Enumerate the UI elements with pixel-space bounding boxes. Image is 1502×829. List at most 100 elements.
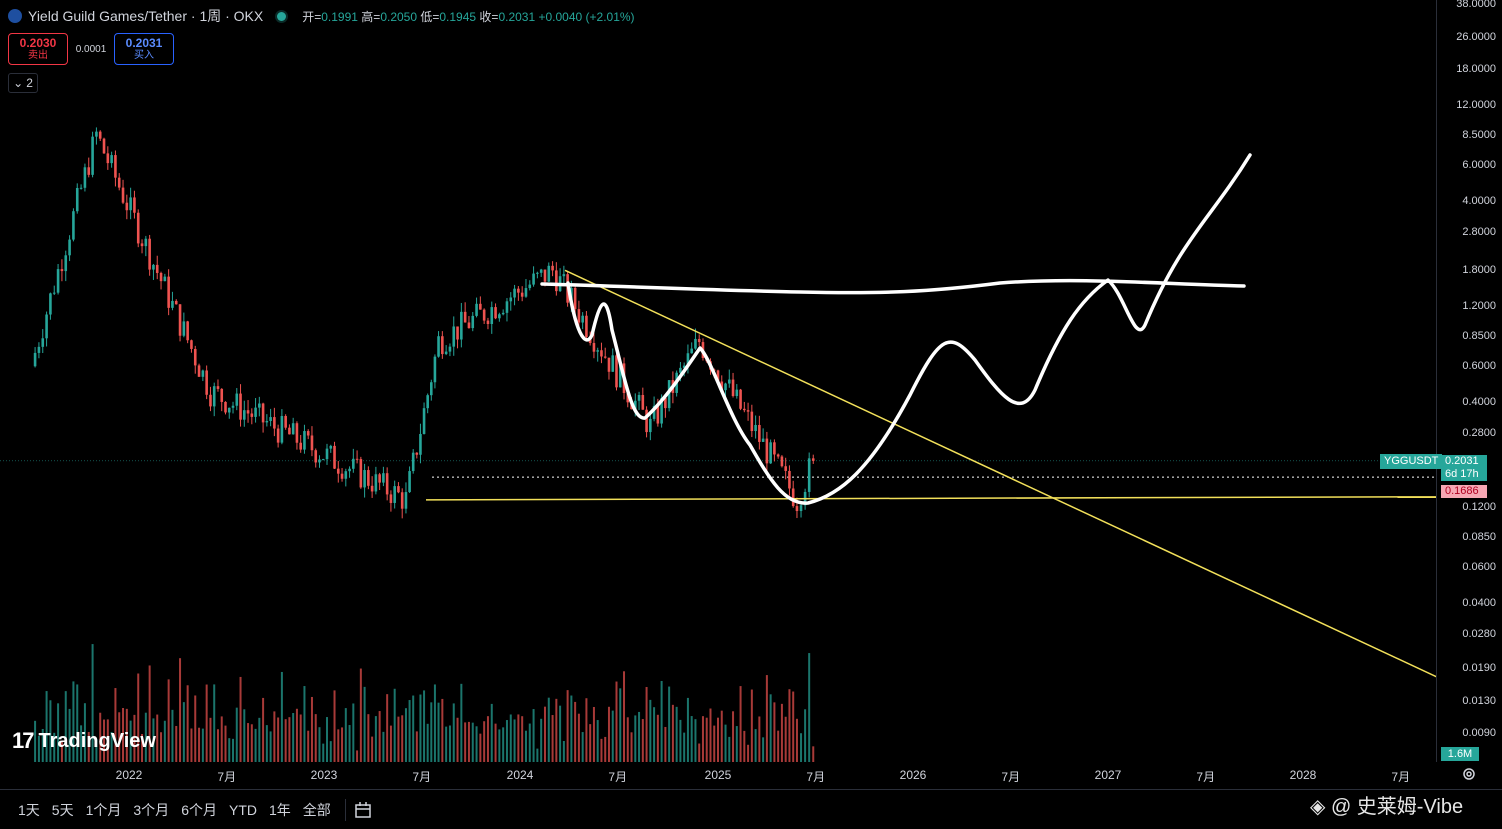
candle-body xyxy=(295,423,299,443)
volume-bar xyxy=(303,686,306,762)
candle-body xyxy=(37,346,41,353)
volume-bar xyxy=(106,719,109,762)
volume-bar xyxy=(239,676,242,762)
price-tick-label: 0.6000 xyxy=(1462,360,1496,373)
volume-bar xyxy=(498,729,501,762)
volume-bar xyxy=(808,653,811,762)
time-axis[interactable]: 2022 7月 2023 7月 2024 7月 2025 7月 2026 7月 2027 7月 2028… xyxy=(0,762,1436,788)
volume-bar xyxy=(190,728,193,762)
volume-bar xyxy=(713,725,716,762)
time-tick-label: 7月 xyxy=(608,770,628,784)
volume-bar xyxy=(247,723,250,762)
volume-bar xyxy=(486,716,489,762)
range-6m-button[interactable]: 6个月 xyxy=(181,801,217,818)
sell-button[interactable]: 0.2030 卖出 xyxy=(8,33,68,65)
indicators-collapse-button[interactable]: ⌄ 2 xyxy=(8,73,38,93)
candle-body xyxy=(288,427,291,435)
candle-body xyxy=(336,468,340,474)
candle-body xyxy=(444,351,448,355)
volume-bar xyxy=(559,705,562,762)
time-tick-label: 7月 xyxy=(1391,770,1411,784)
candle-body xyxy=(633,400,637,410)
candle-body xyxy=(144,238,148,247)
volume-bar xyxy=(456,717,459,762)
candle-body xyxy=(72,211,75,240)
volume-bar xyxy=(732,711,735,762)
volume-bar xyxy=(634,715,637,762)
candle-body xyxy=(397,486,400,493)
price-axis[interactable]: 38.0000 26.0000 18.0000 12.0000 8.5000 6.0000… xyxy=(1436,0,1502,762)
candle-body xyxy=(482,309,486,321)
range-5d-button[interactable]: 5天 xyxy=(51,801,74,818)
chart-area[interactable] xyxy=(0,0,1436,762)
range-1m-button[interactable]: 1个月 xyxy=(85,801,122,818)
volume-bar xyxy=(34,720,37,762)
range-ytd-button[interactable]: YTD xyxy=(228,801,257,818)
range-1y-button[interactable]: 1年 xyxy=(268,801,291,818)
volume-bar xyxy=(717,717,720,762)
candle-body xyxy=(509,297,513,302)
volume-bar xyxy=(307,730,310,762)
candle-body xyxy=(110,155,113,164)
volume-bar xyxy=(513,719,516,762)
volume-bar xyxy=(133,714,136,762)
candle-body xyxy=(224,401,227,413)
tradingview-watermark[interactable]: 17 TradingView xyxy=(12,728,156,753)
candle-body xyxy=(291,423,295,435)
volume-bar xyxy=(110,731,113,762)
volume-bar xyxy=(404,708,407,762)
candle-body xyxy=(261,403,265,423)
volume-bar xyxy=(626,717,629,762)
candle-body xyxy=(456,326,459,340)
range-1d-button[interactable]: 1天 xyxy=(18,801,40,818)
candle-body xyxy=(310,435,314,451)
buy-button[interactable]: 0.2031 买入 xyxy=(114,33,174,65)
chart-header: Yield Guild Games/Tether · 1周 · OKX 开=0.… xyxy=(8,6,635,26)
volume-bar xyxy=(762,737,765,762)
candle-body xyxy=(273,417,276,429)
candle-body xyxy=(652,405,656,419)
candle-body xyxy=(148,238,151,270)
candle-body xyxy=(265,420,269,423)
volume-bar xyxy=(668,686,671,762)
volume-bar xyxy=(804,709,807,762)
candle-body xyxy=(303,431,306,450)
date-range-icon[interactable] xyxy=(354,801,374,819)
candle-body xyxy=(682,365,686,368)
price-tick-label: 0.0190 xyxy=(1462,661,1496,674)
time-tick-label: 2028 xyxy=(1289,768,1317,782)
candle-body xyxy=(197,365,201,377)
volume-bar xyxy=(623,671,626,762)
candle-body xyxy=(114,155,117,178)
range-3m-button[interactable]: 3个月 xyxy=(133,801,170,818)
time-tick-label: 7月 xyxy=(412,770,432,784)
gear-icon[interactable] xyxy=(1461,766,1477,782)
candle-body xyxy=(121,187,125,203)
candle-body xyxy=(727,379,731,384)
volume-bar xyxy=(430,702,433,762)
volume-bar xyxy=(664,726,667,762)
volume-badge: 1.6M xyxy=(1441,747,1479,761)
symbol-title[interactable]: Yield Guild Games/Tether · 1周 · OKX xyxy=(28,8,264,24)
volume-bar xyxy=(125,708,128,762)
candle-body xyxy=(611,355,615,372)
candle-body xyxy=(697,338,701,343)
volume-bar xyxy=(528,723,531,762)
price-tick-label: 0.0600 xyxy=(1462,561,1496,574)
chart-canvas[interactable] xyxy=(0,0,1436,762)
volume-bar xyxy=(574,701,577,762)
volume-bar xyxy=(186,685,189,762)
last-price-badge: 0.2031 xyxy=(1441,455,1487,468)
range-all-button[interactable]: 全部 xyxy=(302,801,331,818)
volume-bar xyxy=(45,691,48,762)
time-tick-label: 2023 xyxy=(310,768,338,782)
candle-body xyxy=(363,470,366,488)
candle-body xyxy=(607,357,611,372)
candle-body xyxy=(720,381,724,391)
volume-bar xyxy=(314,714,317,762)
volume-bar xyxy=(638,711,641,762)
volume-bar xyxy=(129,720,132,762)
candle-body xyxy=(41,338,45,347)
market-status-icon[interactable] xyxy=(277,11,287,21)
candle-body xyxy=(441,336,444,355)
